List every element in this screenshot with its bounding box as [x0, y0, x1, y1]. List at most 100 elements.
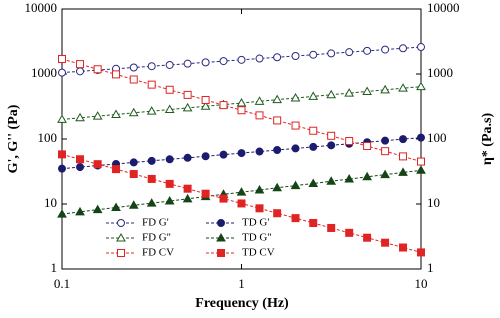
legend-item: TD G': [206, 217, 269, 229]
marker: [272, 182, 283, 192]
marker: [112, 70, 121, 79]
marker: [363, 46, 372, 55]
marker: [217, 249, 225, 257]
marker: [309, 219, 318, 228]
marker: [117, 249, 125, 257]
legend-label: FD G': [142, 217, 169, 229]
marker: [58, 150, 66, 159]
marker: [182, 102, 193, 112]
y-axis-label: G', G'' (Pa): [6, 104, 21, 173]
legend-label: FD G'': [142, 232, 171, 244]
marker: [326, 89, 337, 99]
marker: [381, 238, 390, 247]
marker: [290, 180, 301, 190]
marker: [363, 233, 372, 242]
marker: [183, 90, 192, 99]
marker: [345, 137, 354, 146]
marker: [291, 121, 300, 130]
marker: [291, 214, 300, 223]
marker: [76, 60, 85, 69]
marker: [399, 135, 408, 144]
marker: [254, 96, 265, 105]
y2-tick-label: 1: [427, 260, 434, 275]
marker: [344, 88, 355, 97]
marker: [237, 106, 246, 115]
marker: [57, 209, 67, 218]
marker: [146, 106, 157, 115]
marker: [165, 60, 174, 69]
marker: [129, 170, 138, 179]
marker: [58, 164, 66, 173]
marker: [417, 43, 425, 52]
marker: [362, 171, 372, 181]
marker: [201, 189, 210, 198]
marker: [165, 155, 174, 164]
y-tick-label: 10000: [25, 0, 58, 15]
marker: [236, 97, 247, 107]
marker: [417, 248, 425, 257]
marker: [327, 49, 336, 58]
marker: [255, 111, 264, 120]
y2-axis-label: η* (Pa.s): [480, 113, 495, 166]
marker: [92, 204, 103, 214]
marker: [362, 86, 372, 95]
marker: [308, 91, 319, 100]
marker: [164, 104, 175, 114]
marker: [146, 198, 157, 207]
marker: [381, 147, 390, 156]
marker: [112, 165, 121, 174]
marker: [217, 219, 225, 227]
marker: [165, 179, 174, 188]
marker: [398, 83, 408, 92]
marker: [309, 142, 318, 151]
marker: [183, 59, 192, 68]
legend-label: FD CV: [142, 247, 174, 259]
marker: [254, 185, 265, 194]
legend-item: FD G'': [106, 232, 171, 244]
x-tick-label: 10: [415, 276, 428, 291]
y-tick-label: 100: [38, 130, 58, 145]
marker: [308, 178, 319, 187]
marker: [237, 199, 246, 208]
marker: [417, 157, 425, 166]
marker: [129, 63, 138, 72]
marker: [128, 200, 139, 209]
marker: [381, 45, 390, 54]
marker: [165, 85, 174, 94]
y-tick-label: 1000: [31, 65, 57, 80]
marker: [76, 67, 85, 76]
marker: [255, 147, 264, 156]
x-tick-label: 1: [238, 276, 245, 291]
marker: [272, 94, 283, 104]
marker: [75, 206, 85, 216]
legend-label: TD G'': [242, 232, 271, 244]
marker: [58, 55, 66, 64]
marker: [201, 96, 210, 105]
marker: [381, 136, 390, 145]
y-tick-label: 10: [44, 195, 57, 210]
marker: [344, 174, 355, 183]
marker: [117, 219, 125, 227]
marker: [147, 174, 156, 183]
marker: [399, 152, 408, 161]
marker: [399, 243, 408, 252]
legend-item: FD CV: [106, 247, 174, 259]
marker: [164, 196, 175, 205]
marker: [291, 144, 300, 153]
marker: [309, 50, 318, 59]
x-axis-label: Frequency (Hz): [195, 296, 289, 311]
marker: [116, 232, 126, 242]
marker: [183, 153, 192, 162]
marker: [57, 114, 67, 123]
marker: [111, 202, 121, 212]
y2-tick-label: 1000: [427, 65, 453, 80]
marker: [380, 169, 390, 179]
marker: [399, 44, 408, 53]
marker: [75, 112, 85, 122]
marker: [200, 101, 211, 110]
marker: [273, 116, 282, 125]
marker: [219, 194, 228, 203]
marker: [129, 158, 138, 167]
marker: [326, 176, 337, 185]
